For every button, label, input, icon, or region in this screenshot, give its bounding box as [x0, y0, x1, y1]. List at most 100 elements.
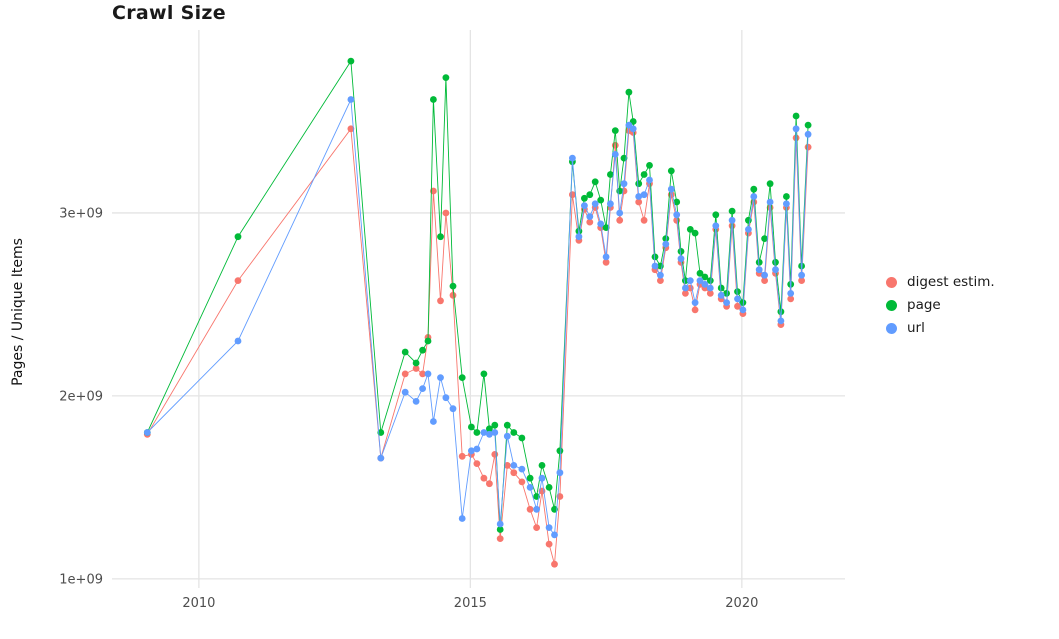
data-point-url	[739, 306, 747, 314]
data-point-url	[526, 484, 534, 491]
legend-item-page: page	[886, 297, 995, 313]
data-point-url	[510, 462, 518, 469]
data-point-digest	[401, 370, 409, 378]
data-point-page	[640, 171, 648, 178]
data-point-page	[677, 248, 685, 255]
data-point-page	[755, 258, 763, 266]
x-tick-label: 2010	[182, 596, 215, 611]
data-point-digest	[545, 540, 553, 548]
data-point-page	[723, 290, 730, 297]
legend-label-url: url	[907, 320, 925, 336]
data-point-url	[556, 469, 564, 477]
data-point-page	[503, 421, 511, 429]
data-point-page	[419, 346, 426, 354]
data-point-url	[728, 216, 736, 224]
data-point-digest	[234, 277, 242, 284]
data-point-page	[581, 194, 588, 202]
data-point-url	[701, 280, 709, 288]
data-point-url	[551, 531, 558, 539]
data-point-page	[234, 233, 242, 241]
data-point-url	[602, 253, 610, 261]
legend-label-digest: digest estim.	[907, 274, 995, 290]
data-point-url	[538, 474, 546, 482]
data-point-page	[591, 178, 599, 186]
data-point-page	[491, 421, 499, 429]
data-point-page	[804, 121, 812, 129]
data-point-digest	[682, 290, 689, 297]
data-point-page	[667, 167, 675, 175]
data-point-page	[480, 370, 488, 378]
chart-legend: digest estim. page url	[886, 274, 995, 336]
data-point-page	[430, 96, 437, 103]
data-point-page	[691, 229, 699, 237]
data-point-digest	[486, 480, 493, 488]
data-point-page	[662, 235, 670, 243]
data-point-url	[691, 299, 699, 306]
data-point-page	[783, 193, 790, 200]
data-point-url	[777, 317, 785, 325]
data-point-page	[635, 180, 643, 188]
data-point-url	[468, 447, 475, 455]
data-point-digest	[734, 302, 741, 310]
data-point-page	[496, 526, 504, 533]
data-point-digest	[437, 297, 444, 305]
data-point-url	[640, 191, 648, 199]
data-point-url	[458, 515, 466, 522]
data-point-page	[437, 233, 444, 241]
data-point-digest	[586, 218, 594, 226]
legend-item-digest-estim: digest estim.	[886, 274, 995, 290]
data-point-page	[686, 226, 694, 233]
data-point-digest	[657, 277, 664, 284]
data-point-url	[717, 291, 725, 299]
data-point-digest	[449, 291, 457, 299]
data-point-url	[706, 284, 714, 292]
data-point-page	[458, 374, 466, 381]
data-point-page	[673, 198, 681, 206]
data-point-url	[437, 374, 444, 381]
data-point-page	[347, 57, 355, 65]
data-point-digest	[496, 535, 504, 542]
data-point-url	[646, 176, 653, 184]
data-point-url	[673, 211, 681, 219]
data-point-page	[449, 282, 457, 290]
data-point-page	[510, 429, 518, 436]
data-point-url	[662, 240, 670, 248]
data-point-url	[575, 233, 583, 241]
data-point-page	[607, 171, 614, 178]
chart-title: Crawl Size	[112, 2, 226, 24]
series-line-digest	[146, 127, 809, 565]
data-point-page	[766, 180, 774, 188]
data-point-digest	[526, 505, 534, 513]
data-point-digest	[551, 560, 558, 568]
data-point-digest	[602, 258, 610, 266]
data-point-url	[496, 520, 504, 528]
data-point-digest	[458, 452, 466, 460]
data-point-page	[712, 211, 720, 219]
data-point-page	[412, 359, 420, 367]
data-point-digest	[691, 306, 699, 314]
data-point-digest	[706, 290, 714, 297]
data-point-url	[518, 465, 526, 473]
data-point-page	[545, 484, 553, 491]
data-point-page	[701, 273, 709, 281]
data-point-page	[424, 337, 432, 345]
data-point-url	[611, 151, 619, 158]
data-point-digest	[616, 216, 624, 224]
data-point-url	[586, 213, 594, 221]
data-point-page	[728, 207, 736, 215]
data-point-digest	[412, 365, 420, 372]
data-point-digest	[787, 295, 795, 303]
data-point-page	[442, 74, 450, 81]
data-point-digest	[611, 141, 619, 149]
data-point-url	[503, 432, 511, 440]
data-point-page	[734, 288, 741, 295]
data-point-url	[473, 445, 481, 453]
data-point-url	[657, 271, 664, 279]
data-point-url	[581, 202, 588, 210]
data-point-url	[620, 180, 628, 188]
legend-key-digest-dot	[886, 276, 897, 288]
data-point-page	[556, 447, 564, 455]
data-point-url	[755, 266, 763, 274]
data-point-url	[750, 193, 758, 200]
